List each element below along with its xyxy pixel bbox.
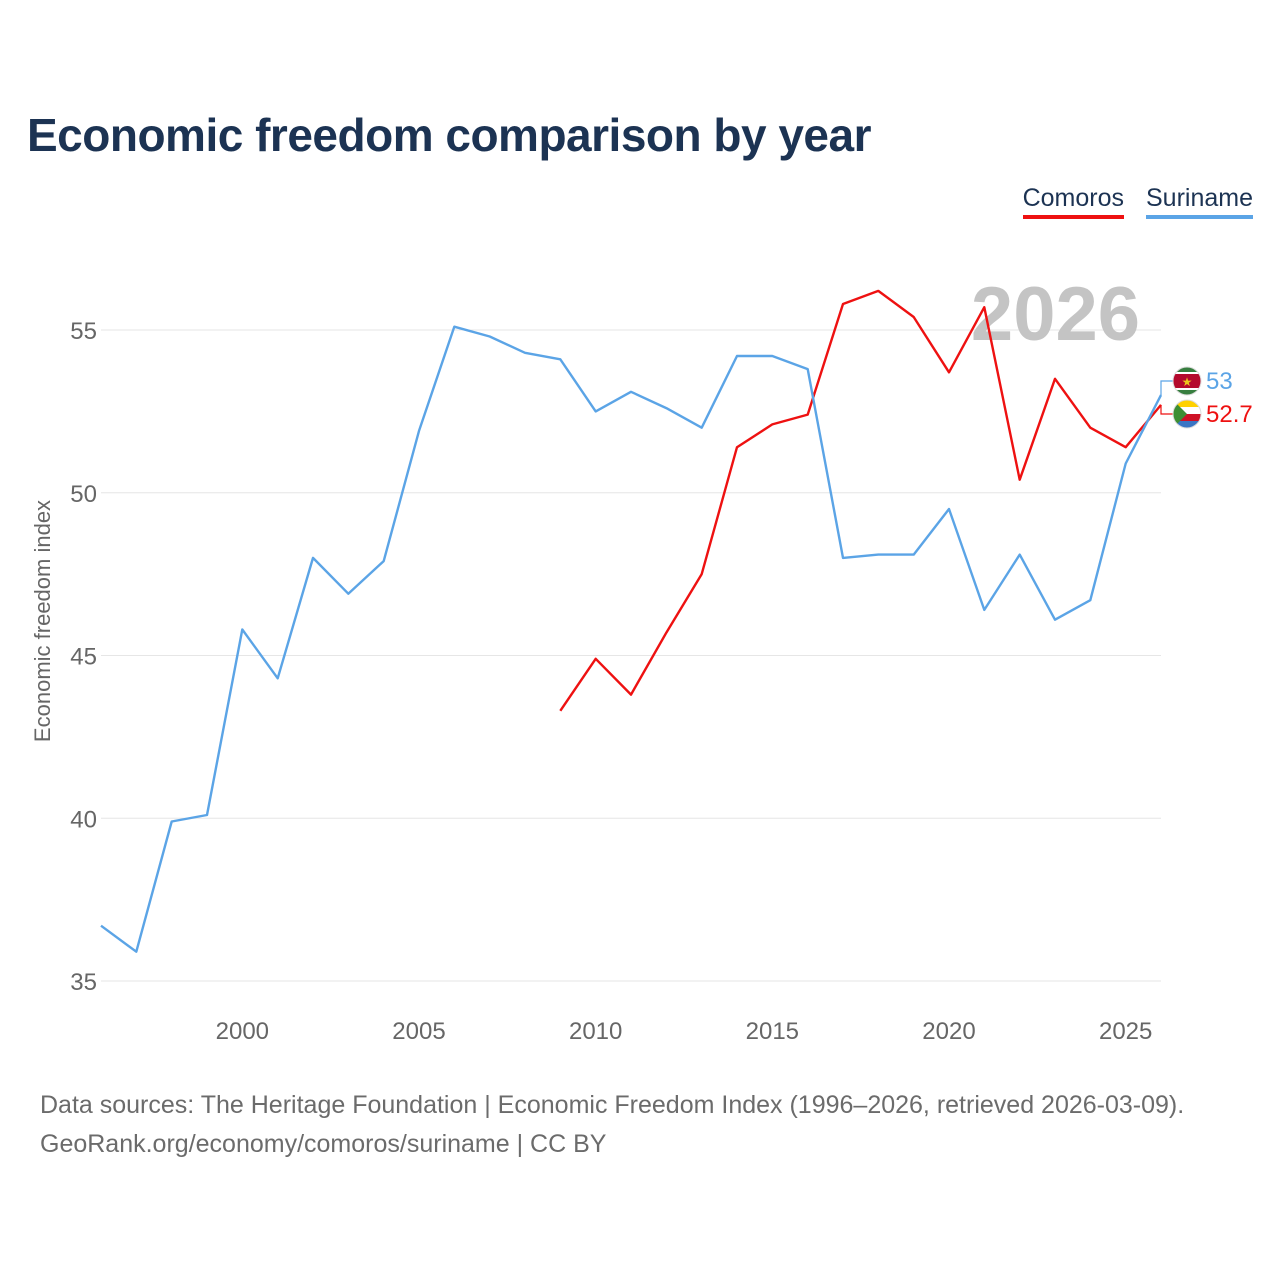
y-tick-label: 35: [70, 969, 97, 996]
x-tick-label: 2005: [392, 1018, 445, 1045]
x-tick-label: 2000: [216, 1018, 269, 1045]
suriname-flag-icon: ★: [1173, 367, 1201, 395]
year-watermark: 2026: [971, 272, 1140, 357]
series-line-suriname: [100, 325, 1163, 953]
end-markers: ★ 53 52.7: [1160, 366, 1253, 429]
end-marker-suriname: ★ 53: [1160, 366, 1233, 396]
x-tick-label: 2025: [1099, 1018, 1152, 1045]
attribution-line[interactable]: GeoRank.org/economy/comoros/suriname | C…: [40, 1130, 607, 1158]
source-line: Data sources: The Heritage Foundation | …: [40, 1091, 1185, 1119]
x-tick-label: 2015: [746, 1018, 799, 1045]
gridlines: [101, 329, 1161, 982]
legend-item-comoros[interactable]: Comoros: [1022, 184, 1124, 219]
x-tick-label: 2010: [569, 1018, 622, 1045]
comoros-flag-icon: [1173, 400, 1201, 428]
end-value-label-suriname: 53: [1206, 368, 1233, 395]
series-lines: [100, 289, 1163, 953]
svg-text:★: ★: [1182, 375, 1193, 389]
y-tick-label: 50: [70, 481, 97, 508]
y-axis-ticks: 35 40 45 50 55: [70, 318, 97, 996]
legend: Comoros Suriname: [1022, 184, 1253, 219]
y-axis-label: Economic freedom index: [30, 500, 55, 742]
x-tick-label: 2020: [922, 1018, 975, 1045]
y-tick-label: 55: [70, 318, 97, 345]
y-tick-label: 45: [70, 644, 97, 671]
legend-item-suriname[interactable]: Suriname: [1146, 184, 1253, 219]
end-marker-comoros: 52.7: [1160, 399, 1253, 429]
source-footer: Data sources: The Heritage Foundation | …: [40, 1086, 1184, 1164]
chart-title: Economic freedom comparison by year: [27, 109, 872, 161]
series-line-comoros: [559, 289, 1162, 712]
y-tick-label: 40: [70, 806, 97, 833]
end-value-label-comoros: 52.7: [1206, 401, 1253, 428]
x-axis-ticks: 2000 2005 2010 2015 2020 2025: [216, 1018, 1153, 1045]
